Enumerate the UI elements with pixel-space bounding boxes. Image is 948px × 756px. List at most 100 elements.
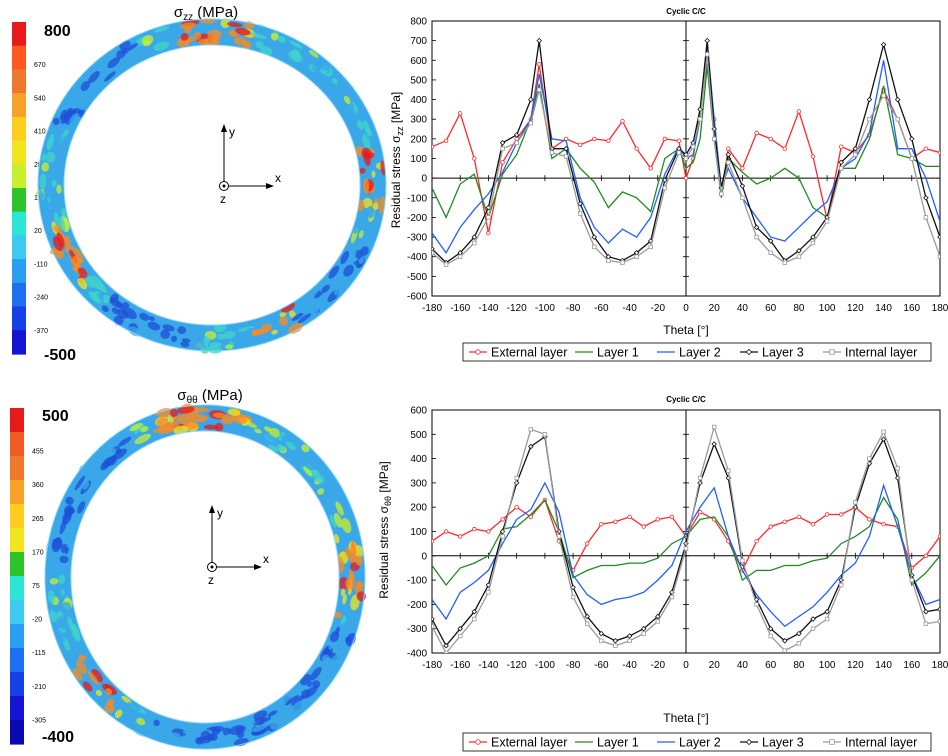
ring-outer-edge: [44, 404, 366, 750]
data-point: [697, 509, 703, 515]
x-tick-label: -20: [651, 660, 666, 671]
legend-entry-label: External layer: [491, 736, 567, 750]
ring-contour-blotch: [63, 107, 73, 123]
colorbar-segment: [10, 672, 24, 697]
ring-contour-blotch: [358, 109, 365, 118]
ring-contour-blotch: [41, 162, 50, 172]
ring-contour-blotch: [46, 134, 55, 151]
data-point: [500, 517, 505, 522]
y-axis-title: Residual stress σzz [MPa]: [389, 92, 405, 228]
ring-contour-blotch: [105, 448, 117, 458]
ring-contour-blotch: [340, 250, 350, 265]
data-point: [726, 146, 731, 151]
legend-swatch-marker: [745, 348, 753, 356]
ring-contour-blotch: [107, 56, 120, 69]
x-tick-label: -140: [478, 303, 498, 314]
x-tick-label: 60: [765, 660, 777, 671]
ring-contour-blotch: [148, 316, 156, 322]
ring-contour-blotch: [321, 654, 331, 663]
data-point: [627, 638, 632, 644]
ring-contour-blotch: [49, 527, 60, 540]
data-point: [599, 522, 604, 527]
x-tick-label: -180: [422, 303, 442, 314]
colorbar-segment: [12, 45, 26, 71]
ring-contour-blotch: [318, 469, 326, 477]
x-tick-label: 180: [932, 660, 948, 671]
x-tick-label: 80: [793, 303, 805, 314]
y-tick-label: -300: [407, 624, 427, 635]
colorbar: 800-50067054041028015020-110-240-370: [12, 22, 76, 364]
x-tick-label: -40: [622, 660, 637, 671]
z-axis-dot: [222, 184, 226, 188]
ring-contour-blotch: [57, 591, 63, 601]
data-point: [754, 539, 759, 544]
colorbar-max-label: 500: [42, 408, 69, 425]
colorbar-segment: [12, 306, 26, 331]
ring-contour-blotch: [329, 654, 339, 667]
data-point: [839, 144, 844, 149]
ring-contour-blotch: [356, 120, 364, 130]
ring-contour-blotch: [345, 579, 351, 589]
data-point: [472, 616, 477, 622]
data-point: [556, 534, 562, 539]
contour-title-symbol: σ: [177, 387, 187, 404]
data-point: [634, 146, 639, 151]
colorbar: 500 -400 455 360 265 170 75 -20 -115 -210 -305: [10, 408, 74, 746]
x-tick-label: -80: [566, 303, 581, 314]
y-tick-label: -200: [407, 600, 427, 611]
y-tick-label: 400: [410, 454, 427, 465]
ring-contour-blotch: [230, 414, 248, 424]
ring-contour-blotch: [116, 699, 123, 706]
ring-contour-blotch: [127, 430, 136, 437]
colorbar-segment: [12, 188, 26, 213]
data-point: [909, 136, 915, 142]
data-point: [867, 517, 872, 522]
x-tick-label: -180: [422, 660, 442, 671]
ring-contour-blotch: [101, 294, 111, 304]
colorbar-segment: [10, 624, 24, 649]
data-point: [697, 475, 703, 481]
data-point: [472, 240, 477, 246]
ring-contour-blotch: [162, 324, 175, 332]
ring-contour-blotch: [254, 428, 262, 434]
coordinate-triad: y x z: [219, 124, 281, 206]
y-tick-label: -500: [407, 272, 427, 283]
ring-contour-blotch: [263, 433, 278, 442]
ring-contour-blotch: [358, 256, 365, 264]
ring-contour-blotch: [118, 431, 126, 439]
ring-contour-blotch: [333, 611, 343, 619]
ring-contour-blotch: [61, 207, 68, 218]
data-point: [514, 140, 519, 145]
legend-entry-label: Layer 2: [679, 736, 721, 750]
data-point: [881, 93, 886, 98]
ring-contour-blotch: [251, 717, 267, 726]
data-point: [662, 177, 668, 183]
data-point: [537, 87, 542, 92]
x-tick-label: 120: [847, 660, 864, 671]
ring-contour-blotch: [297, 313, 312, 324]
ring-contour-blotch: [371, 170, 376, 178]
colorbar-segment: [10, 456, 24, 481]
data-point: [528, 120, 533, 126]
chart-title: Cyclic C/C: [666, 7, 706, 16]
data-point: [683, 546, 689, 551]
ring-contour-blotch: [223, 330, 236, 339]
ring-contour-blotch: [95, 689, 103, 697]
data-point: [486, 230, 491, 236]
ring-contour-blotch: [289, 40, 303, 49]
data-point: [627, 514, 632, 520]
data-point: [432, 616, 435, 622]
data-point: [662, 185, 667, 191]
data-point: [937, 254, 940, 259]
y-arrow-head: [209, 505, 215, 513]
data-point: [570, 594, 576, 600]
data-point: [500, 146, 505, 151]
x-tick-label: -140: [478, 660, 498, 671]
series-line: [432, 42, 940, 255]
ring-contour-blotch: [192, 407, 209, 413]
ring-contour-blotch: [271, 329, 278, 335]
colorbar-tick-label: 20: [34, 228, 42, 235]
ring-contour-blotch: [343, 95, 351, 105]
data-point: [626, 633, 633, 639]
